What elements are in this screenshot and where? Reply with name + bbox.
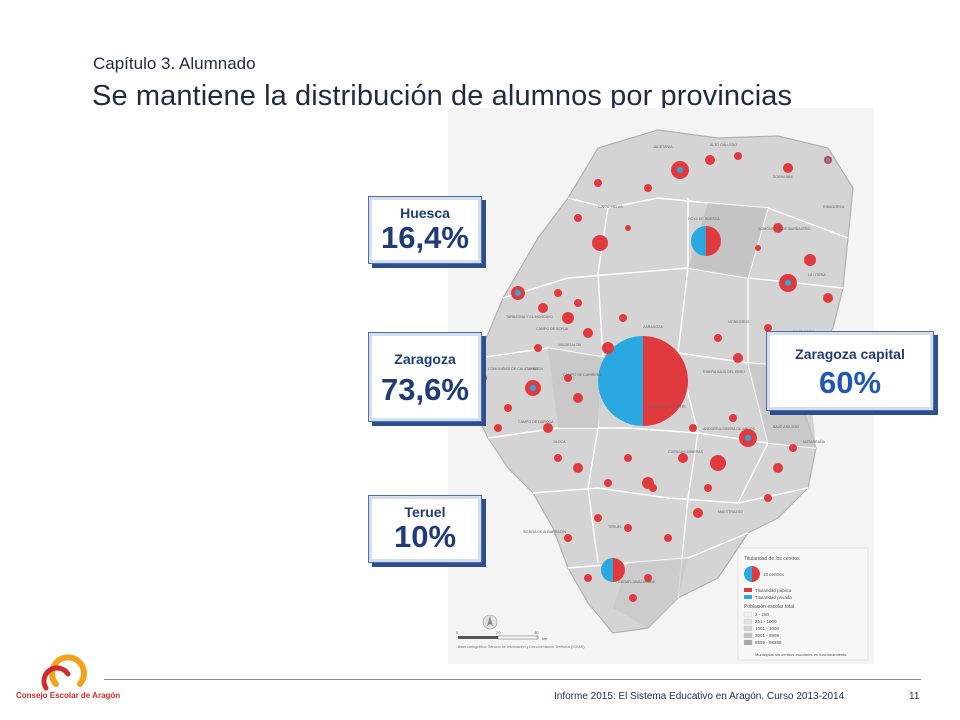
map-source: Base cartográfica: Servicio de Informaci… [458, 645, 585, 649]
scale-label-20: 20 [496, 630, 501, 635]
comarca-label: RIBERA BAJA DEL EBRO [703, 370, 745, 374]
map-legend: Titularidad de los centros 10 centros Ti… [737, 547, 869, 661]
zaragoza-label: Zaragoza [394, 351, 456, 367]
legend-range-label: 3001 - 8999 [755, 633, 780, 638]
legend-range-label: 251 - 1000 [755, 619, 777, 624]
zaragoza-capital-label: Zaragoza capital [795, 346, 905, 362]
comarca-label: MATARRAÑA [803, 439, 826, 444]
page-number: 11 [909, 691, 920, 702]
legend-range-label: 1001 - 3000 [755, 626, 780, 631]
legend-range-swatch [743, 618, 753, 625]
scale-label-0: 0 [456, 630, 459, 635]
legend-range-label: 8999 - 98368 [755, 640, 782, 645]
comarca-label: COMUNIDAD DE CALATAYUD [488, 367, 538, 371]
comarca-label: ARANDA [528, 367, 544, 371]
comarca-label: VALDEJALÓN [558, 342, 582, 347]
legend-range-swatch [743, 611, 753, 618]
comarca-label: LA LITERA [808, 273, 826, 277]
comarca-label: SOMONTANO DE BARBASTRO [758, 227, 811, 231]
teruel-label: Teruel [404, 504, 446, 520]
legend-range-swatch [743, 639, 753, 646]
legend-title: Titularidad de los centros [744, 556, 800, 562]
comarca-label: CAMPO DE DAROCA [518, 420, 554, 424]
huesca-capital-circle [691, 226, 721, 256]
comarca-label: JACETANIA [653, 145, 673, 149]
comarca-label: JILOCA [553, 440, 566, 444]
comarca-label: CINCO VILLAS [598, 205, 623, 209]
school-dots [479, 152, 833, 602]
legend-no-schools: Municipios sin centros escolares en func… [755, 652, 847, 657]
legend-range-swatch [743, 632, 753, 639]
zaragoza-capital-circle [598, 336, 688, 426]
scale-label-40: 40 [534, 630, 539, 635]
comarca-label: CAMPO DE CARIÑENA [563, 372, 602, 377]
north-arrow-icon [482, 614, 498, 630]
huesca-label: Huesca [400, 205, 450, 221]
comarca-label: SIERRA DE ALBARRACÍN [523, 530, 566, 534]
comarca-label: RIBAGORZA [823, 205, 845, 209]
comarca-label: CAMPO DE BORJA [536, 327, 569, 331]
logo-text: Consejo Escolar de Aragón [16, 691, 121, 700]
zaragoza-value: 73,6% [381, 372, 469, 407]
comarca-label: CAMPO DE BELCHITE [648, 405, 686, 409]
comarca-label: CUENCAS MINERAS [668, 450, 704, 454]
teruel-value: 10% [393, 519, 457, 554]
legend-range-swatch [743, 625, 753, 632]
scale-bar: 0 20 40 km [456, 630, 548, 641]
legend-range-label: 2 - 250 [755, 612, 770, 617]
legend-private: Titularidad privada [755, 595, 792, 600]
comarca-label: ANDORRA-SIERRA DE ARCOS [703, 427, 756, 431]
comarca-label: HOYA DE HUESCA [688, 217, 720, 221]
zaragoza-capital-value: 60% [818, 365, 882, 400]
comarca-label: ZARAGOZA [643, 325, 663, 329]
comarca-label: SOBRARBE [773, 175, 794, 179]
page-title: Se mantiene la distribución de alumnos p… [92, 80, 793, 112]
consejo-escolar-logo [41, 654, 87, 691]
huesca-value: 16,4% [381, 220, 469, 255]
huesca-card: Huesca 16,4% [368, 196, 482, 264]
footer-rule [104, 679, 921, 680]
footer-report: Informe 2015: El Sistema Educativo en Ar… [554, 691, 845, 702]
legend-public: Titularidad pública [755, 588, 792, 593]
zaragoza-capital-card: Zaragoza capital 60% [766, 331, 934, 411]
comarca-label: GÚDAR-JAVALAMBRE [618, 579, 656, 584]
comarca-label: MONEGROS [728, 320, 750, 324]
comarca-label: ALTO GÁLLEGO [710, 143, 737, 147]
scale-unit: km [542, 636, 548, 641]
comarca-label: MAESTRAZGO [718, 510, 743, 514]
teruel-capital-circle [601, 558, 625, 582]
teruel-card: Teruel 10% [368, 495, 482, 563]
chapter-label: Capítulo 3. Alumnado [93, 54, 256, 73]
comarca-label: TERUEL [608, 525, 622, 529]
comarca-label: TARAZONA Y EL MONCAYO [506, 315, 553, 319]
comarca-label: BAJO ARAGÓN [773, 424, 799, 429]
legend-circle-label: 10 centros [763, 572, 785, 577]
legend-population-title: Población escolar total [744, 604, 794, 610]
zaragoza-card: Zaragoza 73,6% [368, 332, 482, 422]
